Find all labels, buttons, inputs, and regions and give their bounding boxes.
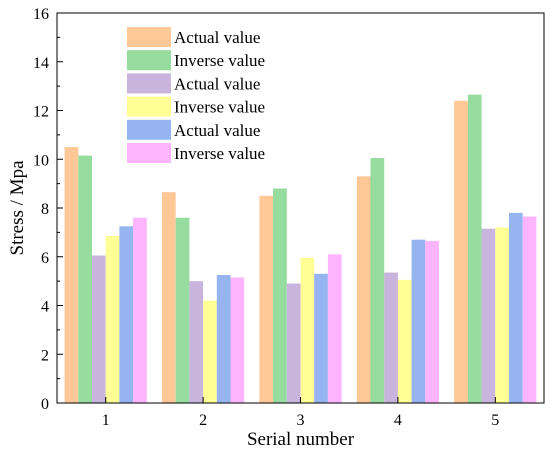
bar <box>384 272 398 403</box>
bar <box>230 277 245 403</box>
y-axis-label: Stress / Mpa <box>7 160 28 256</box>
legend-swatch <box>127 143 171 163</box>
legend-label: Actual value <box>174 74 260 93</box>
bar <box>64 147 79 403</box>
bar <box>259 195 274 403</box>
legend-swatch <box>127 96 171 117</box>
y-tick-label: 14 <box>33 55 49 72</box>
bar <box>133 217 147 403</box>
legend-label: Actual value <box>174 28 260 47</box>
bar <box>522 216 537 403</box>
bar <box>314 273 328 403</box>
y-tick-label: 0 <box>41 396 49 413</box>
bar <box>189 281 204 403</box>
bar <box>467 94 482 403</box>
bar <box>78 155 92 403</box>
bar <box>454 100 468 403</box>
bar <box>119 226 134 403</box>
bar <box>397 279 412 403</box>
legend: Actual value Inverse value Actual value Inv… <box>127 27 265 163</box>
y-tick-label: 10 <box>33 152 49 169</box>
bar <box>425 240 439 403</box>
bar <box>175 217 190 403</box>
bars-layer <box>64 94 537 403</box>
legend-label: Inverse value <box>174 144 265 163</box>
bar <box>216 275 231 403</box>
legend-swatch <box>127 119 171 140</box>
x-tick-label: 1 <box>102 412 110 429</box>
y-tick-label: 12 <box>33 104 49 121</box>
bar <box>300 257 315 403</box>
bar <box>370 158 385 403</box>
bar <box>411 239 426 403</box>
y-tick-label: 8 <box>41 201 49 218</box>
legend-swatch <box>127 27 171 47</box>
bar <box>495 227 509 403</box>
legend-label: Actual value <box>174 121 260 140</box>
y-tick-label: 4 <box>41 299 49 316</box>
legend-swatch <box>127 73 171 94</box>
bar <box>356 176 371 403</box>
y-tick-label: 16 <box>33 6 49 23</box>
bar <box>105 236 120 403</box>
bar <box>509 212 523 403</box>
bar <box>92 255 106 403</box>
legend-swatch <box>127 50 171 71</box>
bar <box>481 228 496 403</box>
x-tick-label: 2 <box>199 412 207 429</box>
bar <box>162 192 176 403</box>
y-axis: 0 2 4 6 8 10 12 14 16 <box>33 6 63 413</box>
x-tick-label: 4 <box>394 412 402 429</box>
bar <box>273 188 287 403</box>
y-tick-label: 6 <box>41 250 49 267</box>
y-tick-label: 2 <box>41 347 49 364</box>
legend-label: Inverse value <box>174 98 265 117</box>
bar <box>203 300 217 403</box>
x-axis: 1 2 3 4 5 <box>102 397 499 429</box>
x-tick-label: 5 <box>491 412 499 429</box>
x-tick-label: 3 <box>297 412 305 429</box>
bar <box>327 254 342 403</box>
legend-label: Inverse value <box>174 51 265 70</box>
x-axis-label: Serial number <box>247 429 355 450</box>
bar <box>286 283 301 403</box>
